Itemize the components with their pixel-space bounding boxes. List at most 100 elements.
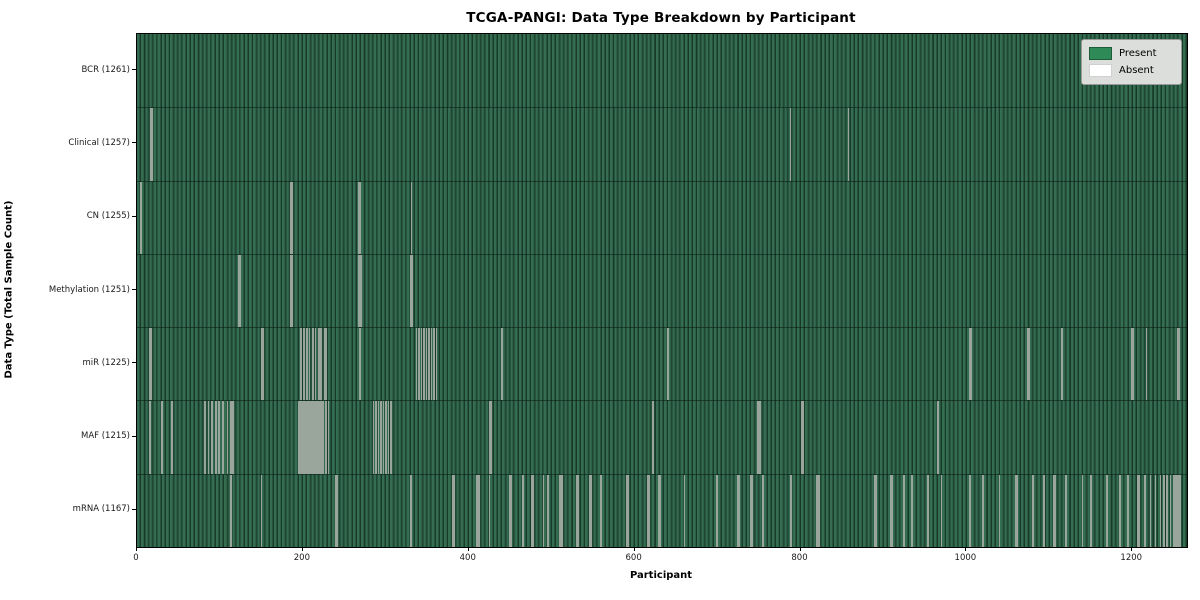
absent-stripe [875,474,877,547]
absent-stripe [1132,328,1134,401]
absent-stripe [312,328,314,401]
absent-stripe [359,328,361,401]
absent-stripe [560,474,563,547]
absent-stripe [410,474,413,547]
absent-stripe [477,474,480,547]
absent-stripe [232,401,235,474]
absent-stripe [490,401,493,474]
absent-stripe [969,474,972,547]
present-swatch-icon [1089,47,1112,60]
absent-stripe [522,474,525,547]
absent-stripe [802,401,804,474]
absent-stripe [323,328,326,401]
absent-stripe [559,474,561,547]
absent-stripe [998,474,1001,547]
legend-box: Present Absent [1081,39,1182,85]
absent-stripe [738,474,741,547]
absent-stripe [149,401,152,474]
x-tick-label-600: 600 [625,553,642,563]
absent-stripe [312,401,315,474]
absent-stripe [890,474,893,547]
y-tick-label-mir: miR (1225) [82,357,130,368]
absent-stripe [302,401,305,474]
absent-stripe [360,254,362,328]
x-tick-label-1000: 1000 [954,553,977,563]
absent-stripe [940,474,943,547]
absent-stripe [488,474,491,547]
y-tick-label-mrna: mRNA (1167) [72,504,130,515]
absent-stripe [1016,474,1018,547]
absent-stripe [222,401,225,474]
absent-stripe [260,474,263,547]
absent-stripe [210,401,213,474]
absent-stripe [903,474,906,547]
y-tick-label-clinical: Clinical (1257) [68,137,130,148]
absent-stripe [759,401,761,474]
legend-absent-label: Absent [1119,65,1154,76]
absent-stripe [307,401,310,474]
absent-stripe [501,328,503,401]
y-axis-label: Data Type (Total Sample Count) [3,200,15,379]
absent-stripe [1172,474,1175,547]
absent-stripe [542,474,545,547]
absent-stripe [1043,474,1046,547]
absent-stripe [321,401,323,474]
y-tick-mark [132,289,136,290]
absent-stripe [1054,474,1056,547]
row-band-maf [137,400,1187,474]
absent-stripe [716,474,719,547]
absent-stripe [411,254,414,328]
absent-stripe [291,181,293,254]
absent-stripe [433,328,435,401]
absent-stripe [1178,328,1181,401]
absent-stripe [847,108,850,181]
absent-stripe [239,254,241,328]
absent-stripe [547,474,550,547]
absent-stripe [299,401,302,474]
absent-stripe [382,401,385,474]
absent-stripe [420,328,423,401]
absent-stripe [1166,474,1168,547]
absent-stripe [476,474,478,547]
absent-stripe [970,328,973,401]
absent-stripe [589,474,592,547]
absent-swatch-icon [1089,64,1112,77]
absent-stripe [577,474,580,547]
absent-stripe [319,401,322,474]
absent-stripe [816,474,818,547]
absent-stripe [625,474,628,547]
absent-stripe [575,474,578,547]
absent-stripe [304,401,307,474]
absent-stripe [790,474,793,547]
absent-stripe [1065,474,1067,547]
x-tick-label-200: 200 [293,553,310,563]
y-tick-label-bcr: BCR (1261) [81,64,131,75]
absent-stripe [1145,328,1148,401]
y-tick-mark [132,362,136,364]
absent-stripe [150,328,152,401]
x-tick-mark [136,547,137,551]
absent-stripe [968,328,971,401]
absent-stripe [1081,474,1084,547]
absent-stripe [336,474,338,547]
absent-stripe [161,401,163,474]
absent-stripe [387,401,390,474]
absent-stripe [749,474,752,547]
absent-stripe [1026,328,1029,401]
absent-stripe [430,328,433,401]
x-tick-mark [467,547,469,551]
absent-stripe [652,401,654,474]
y-tick-label-cn: CN (1255) [86,211,130,222]
absent-stripe [327,401,330,474]
absent-stripe [1127,474,1129,547]
absent-stripe [418,328,420,401]
absent-stripe [214,401,217,474]
absent-stripe [937,401,940,474]
absent-stripe [325,401,327,474]
absent-stripe [1119,474,1121,547]
absent-stripe [817,474,820,547]
x-tick-mark [1131,547,1133,551]
absent-stripe [229,401,232,474]
absent-stripe [317,328,320,401]
